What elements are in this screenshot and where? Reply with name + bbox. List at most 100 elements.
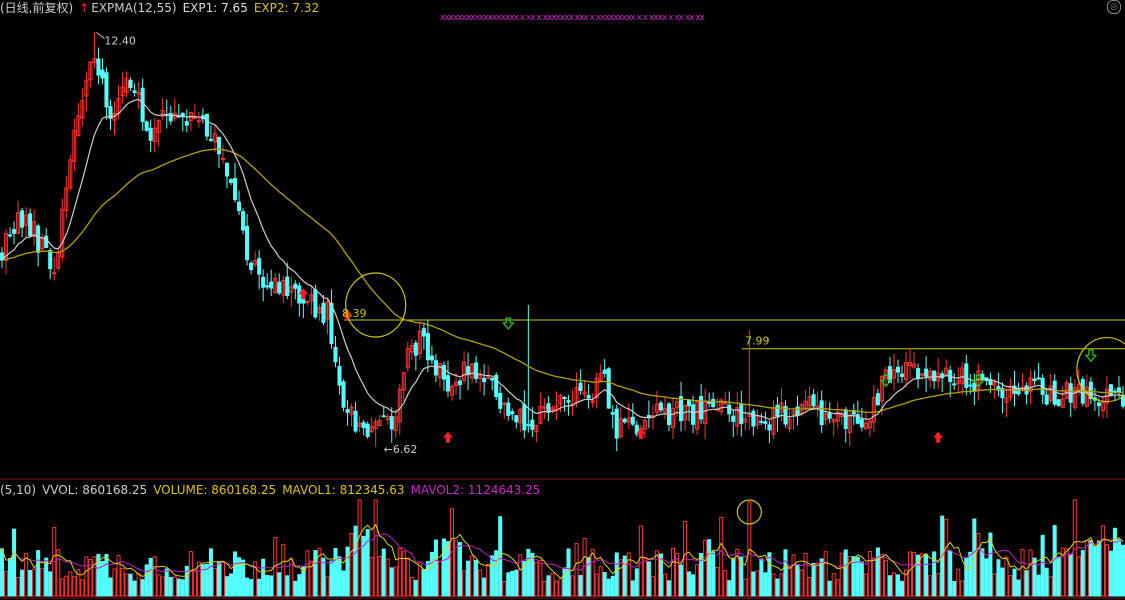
volume-bar — [928, 575, 933, 597]
candle-body — [1056, 399, 1061, 406]
mavol2-line — [1, 533, 1124, 573]
candle-body — [369, 425, 374, 433]
candle-body — [530, 419, 535, 430]
level2-label: 7.99 — [745, 335, 770, 348]
candle-body — [458, 380, 463, 386]
volume-bar — [1080, 550, 1085, 597]
volume-bar — [566, 548, 571, 597]
candle-body — [329, 302, 334, 345]
volume-bar — [992, 573, 997, 597]
volume-bar — [759, 558, 764, 597]
volume-bar — [642, 557, 647, 597]
candle-body — [273, 277, 278, 293]
candle-body — [241, 211, 246, 231]
volume-bar — [863, 573, 868, 597]
candle-body — [654, 403, 659, 413]
candle-body — [1100, 401, 1105, 412]
volume-bar — [305, 550, 310, 597]
volume-bar — [413, 579, 418, 597]
candle-body — [899, 373, 905, 377]
candle-body — [747, 413, 752, 418]
highlight-circle — [345, 272, 407, 338]
candle-body — [132, 90, 137, 93]
candle-body — [1116, 387, 1121, 393]
sell-arrow-icon — [1084, 349, 1098, 363]
volume-bar — [819, 558, 824, 597]
candle-body — [1032, 378, 1037, 382]
volume-bar — [224, 576, 230, 597]
candle-body — [582, 391, 587, 395]
settings-icon[interactable]: ◎ — [1107, 0, 1121, 14]
candle-body — [916, 368, 921, 380]
volume-bar — [707, 539, 712, 597]
candle-body — [454, 381, 459, 387]
volume-bar — [309, 560, 314, 597]
candle-body — [28, 213, 33, 237]
volume-bar — [807, 576, 812, 597]
candle-body — [626, 417, 631, 423]
low-price-label: ←6.62 — [384, 443, 418, 456]
candle-body — [630, 416, 635, 425]
volume-bar — [365, 529, 370, 597]
volume-bar — [144, 564, 149, 597]
candle-body — [220, 157, 226, 160]
volume-bar — [1008, 575, 1013, 597]
candle-body — [904, 362, 909, 381]
level1-label: 8.39 — [342, 307, 367, 320]
volume-bar — [891, 572, 896, 597]
candle-body — [253, 260, 258, 265]
volume-bar — [329, 560, 334, 597]
volume-bar — [775, 578, 780, 597]
volume-bar — [650, 576, 655, 597]
volume-bar — [345, 546, 350, 597]
buy-arrow-icon — [933, 431, 944, 443]
volume-bar — [269, 575, 274, 597]
volume-bar — [687, 571, 692, 597]
volume-bar — [618, 559, 623, 597]
candle-body — [908, 361, 913, 366]
candle-body — [558, 395, 563, 405]
high-pointer — [96, 31, 105, 39]
candle-body — [827, 413, 832, 419]
volume-bar — [120, 568, 125, 597]
volume-bar — [277, 572, 282, 597]
candle-body — [602, 369, 607, 374]
highlight-circle — [1076, 336, 1125, 403]
candle-body — [301, 298, 306, 304]
candle-body — [297, 285, 302, 304]
volume-bar — [614, 552, 619, 597]
candle-body — [261, 276, 266, 288]
volume-bar — [920, 553, 925, 597]
candle-body — [642, 420, 647, 430]
volume-bar — [180, 579, 185, 597]
volume-bar — [763, 572, 768, 597]
volume-bar — [265, 574, 270, 597]
volume-bar — [562, 567, 567, 597]
volume-bar — [783, 549, 788, 597]
volume-bar — [590, 548, 595, 597]
candle-body — [719, 399, 724, 413]
volume-bar — [196, 561, 201, 597]
candle-body — [345, 409, 350, 413]
indicator-name[interactable]: EXPMA(12,55) — [91, 1, 177, 15]
candle-body — [104, 72, 109, 108]
candle-body — [80, 99, 85, 119]
candle-body — [1096, 402, 1101, 407]
volume-bar — [445, 541, 451, 597]
volume-bar — [598, 566, 603, 597]
volume-bar — [751, 571, 756, 597]
volume-bar — [602, 572, 607, 597]
volume-bar — [385, 558, 390, 597]
volume-bar — [1040, 534, 1045, 597]
candle-body — [807, 396, 812, 407]
volume-bar — [626, 552, 631, 597]
candle-body — [349, 406, 354, 415]
volume-bar — [654, 550, 659, 597]
volume-bar — [160, 576, 165, 597]
volume-bar — [835, 578, 840, 597]
volume-bar — [1068, 553, 1073, 597]
volume-panel-header: (5,10) VVOL: 860168.25 VOLUME: 860168.25 MA… — [0, 482, 546, 498]
candle-body — [863, 422, 868, 430]
candle-body — [490, 377, 495, 381]
